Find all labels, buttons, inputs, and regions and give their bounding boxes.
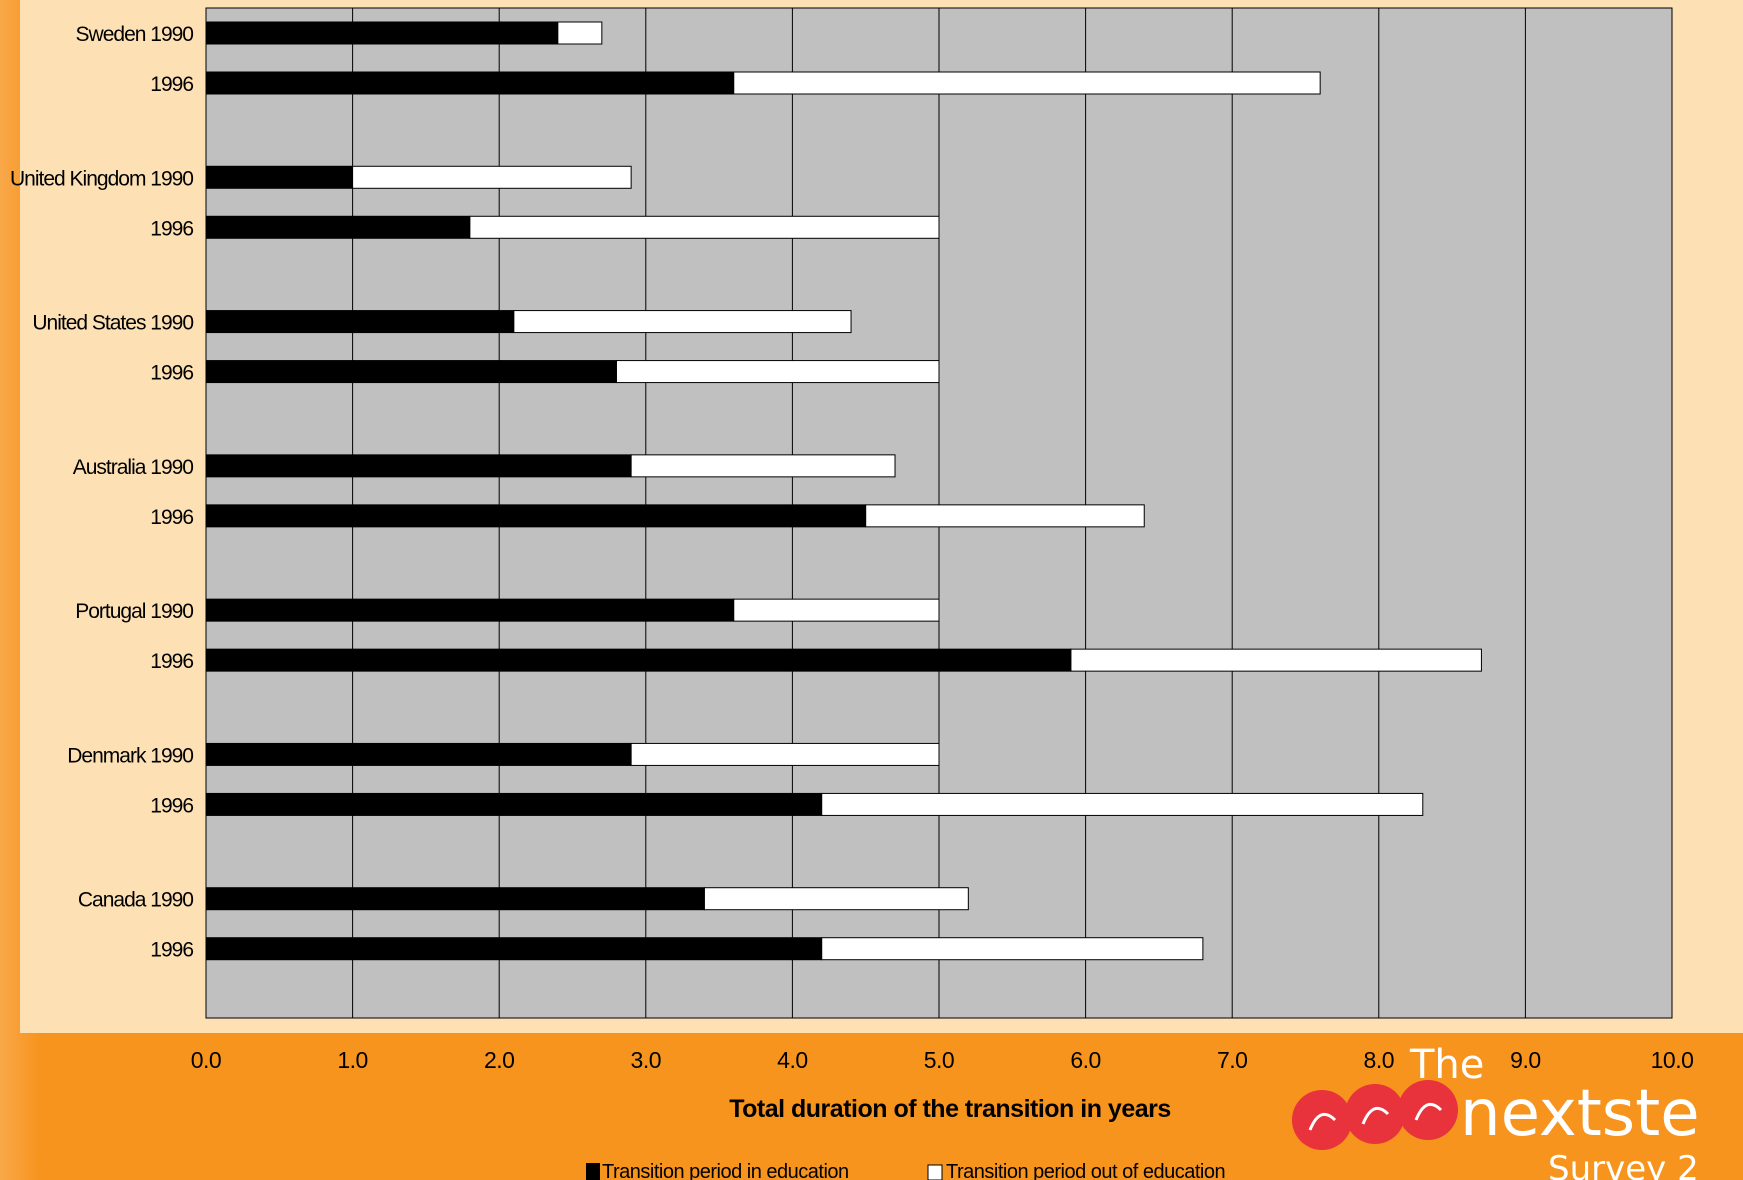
bar-out-of-education bbox=[1070, 648, 1482, 672]
logo-circle-2 bbox=[1345, 1084, 1405, 1144]
legend-label-in-education: Transition period in education bbox=[602, 1161, 849, 1180]
bar-out-of-education bbox=[733, 598, 940, 622]
category-label: 1996 bbox=[150, 362, 193, 385]
bar-out-of-education bbox=[865, 504, 1145, 528]
bar-in-education bbox=[205, 648, 1072, 672]
bar-out-of-education bbox=[703, 887, 969, 911]
bar-out-of-education bbox=[630, 454, 896, 478]
x-tick-label: 8.0 bbox=[1364, 1047, 1394, 1073]
legend: Transition period in education Transitio… bbox=[586, 1161, 1226, 1180]
bar-in-education bbox=[205, 454, 632, 478]
logo-circle-3 bbox=[1398, 1080, 1458, 1140]
bar-out-of-education bbox=[821, 792, 1424, 816]
x-tick-label: 4.0 bbox=[777, 1047, 807, 1073]
nextstep-survey-logo: The nextste Survey 2 bbox=[1280, 1040, 1743, 1180]
bars bbox=[205, 21, 1482, 961]
bar-out-of-education bbox=[821, 937, 1204, 961]
legend-swatch-out-of-education bbox=[927, 1164, 943, 1180]
bar-in-education bbox=[205, 360, 617, 384]
x-tick-label: 3.0 bbox=[631, 1047, 661, 1073]
category-label: 1996 bbox=[150, 506, 193, 529]
logo-text-the: The bbox=[1409, 1042, 1484, 1088]
category-label: Australia 1990 bbox=[73, 456, 194, 479]
category-labels: Sweden 1990 1996 United Kingdom 1990 1996 Un… bbox=[10, 23, 194, 962]
legend-label-out-of-education: Transition period out of education bbox=[946, 1161, 1225, 1180]
bar-in-education bbox=[205, 504, 867, 528]
bar-out-of-education bbox=[615, 360, 940, 384]
bar-in-education bbox=[205, 71, 735, 95]
bar-in-education bbox=[205, 887, 705, 911]
bar-out-of-education bbox=[469, 215, 940, 239]
bar-out-of-education bbox=[557, 21, 603, 45]
x-tick-label: 6.0 bbox=[1070, 1047, 1100, 1073]
bar-out-of-education bbox=[513, 310, 852, 334]
category-label: Portugal 1990 bbox=[75, 600, 193, 623]
bar-in-education bbox=[205, 310, 515, 334]
category-label: 1996 bbox=[150, 939, 193, 962]
category-label: United Kingdom 1990 bbox=[10, 167, 193, 190]
x-tick-label: 2.0 bbox=[484, 1047, 514, 1073]
category-label: 1996 bbox=[150, 794, 193, 817]
category-label: 1996 bbox=[150, 650, 193, 673]
bar-out-of-education bbox=[352, 165, 632, 189]
category-label: 1996 bbox=[150, 73, 193, 96]
logo-graphic: The nextste Survey 2 bbox=[1292, 1042, 1700, 1180]
bar-in-education bbox=[205, 742, 632, 766]
x-tick-label: 10.0 bbox=[1651, 1047, 1694, 1073]
category-label: Canada 1990 bbox=[78, 889, 193, 912]
logo-text-nextstep: nextste bbox=[1460, 1077, 1700, 1151]
bar-in-education bbox=[205, 598, 735, 622]
x-tick-label: 7.0 bbox=[1217, 1047, 1247, 1073]
bar-in-education bbox=[205, 165, 354, 189]
bar-in-education bbox=[205, 792, 823, 816]
category-label: Denmark 1990 bbox=[67, 744, 193, 767]
legend-swatch-in-education bbox=[586, 1163, 600, 1180]
x-tick-label: 1.0 bbox=[337, 1047, 367, 1073]
bar-in-education bbox=[205, 21, 559, 45]
bar-in-education bbox=[205, 215, 471, 239]
category-label: United States 1990 bbox=[32, 312, 193, 335]
category-label: Sweden 1990 bbox=[76, 23, 194, 46]
logo-text-survey: Survey 2 bbox=[1548, 1149, 1699, 1180]
bar-out-of-education bbox=[630, 742, 940, 766]
x-axis-title: Total duration of the transition in year… bbox=[729, 1095, 1171, 1123]
x-tick-label: 9.0 bbox=[1510, 1047, 1540, 1073]
x-tick-label: 5.0 bbox=[924, 1047, 954, 1073]
x-tick-labels: 0.0 1.0 2.0 3.0 4.0 5.0 6.0 7.0 8.0 9.0 10.0 bbox=[191, 1047, 1694, 1073]
category-label: 1996 bbox=[150, 217, 193, 240]
logo-circle-1 bbox=[1292, 1090, 1352, 1150]
bar-out-of-education bbox=[733, 71, 1321, 95]
bar-in-education bbox=[205, 937, 823, 961]
x-tick-label: 0.0 bbox=[191, 1047, 221, 1073]
